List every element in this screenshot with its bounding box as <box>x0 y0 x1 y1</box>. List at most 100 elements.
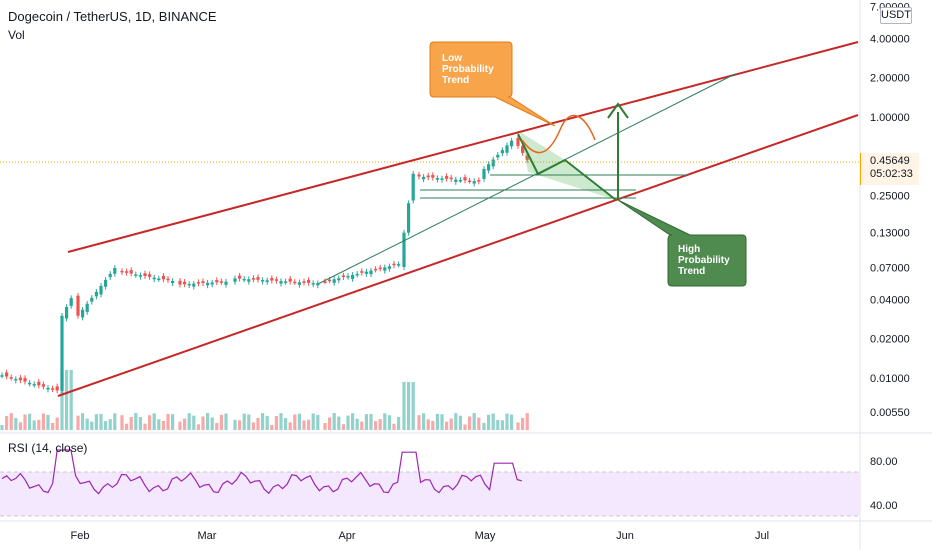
candle-body <box>297 282 301 285</box>
volume-bar <box>337 416 341 430</box>
volume-bar <box>505 413 509 430</box>
volume-bar <box>374 421 378 430</box>
candle-body <box>422 176 426 180</box>
rsi-pane <box>0 449 860 517</box>
candle-body <box>120 270 124 273</box>
x-tick-label: May <box>475 530 496 542</box>
candle-body <box>525 155 529 160</box>
volume-bar <box>402 382 406 430</box>
candle-body <box>279 281 283 284</box>
volume-bar <box>192 415 196 430</box>
candle-body <box>161 275 165 280</box>
candle-body <box>351 274 355 279</box>
candle-body <box>251 278 255 280</box>
candle-body <box>491 159 495 167</box>
volume-bar <box>238 420 242 430</box>
channel-upper <box>67 41 859 253</box>
volume-bar <box>369 413 373 430</box>
candle-body <box>516 137 520 146</box>
candle-body <box>392 263 396 266</box>
candle-body <box>85 303 89 312</box>
candle-body <box>337 278 341 281</box>
volume-bar <box>510 414 514 430</box>
volume-bar <box>440 414 444 430</box>
x-tick-label: Apr <box>338 530 355 542</box>
volume-bar <box>288 422 292 430</box>
candle-body <box>397 264 401 266</box>
candle-body <box>90 297 94 302</box>
volume-bar <box>166 413 170 430</box>
volume-bar <box>152 413 156 430</box>
candle-body <box>138 275 142 277</box>
volume-bar <box>383 413 387 430</box>
volume-bar <box>417 415 421 430</box>
volume-bar <box>521 417 525 430</box>
volume-bar <box>311 413 315 430</box>
volume-bar <box>41 413 45 430</box>
volume-bar <box>108 419 112 430</box>
y-tick-label: 1.00000 <box>870 112 910 124</box>
candle-body <box>426 175 430 178</box>
volume-bar <box>284 418 288 430</box>
candle-body <box>378 267 382 270</box>
volume-bar <box>411 382 415 430</box>
current-price-box: 0.45649 05:02:33 <box>860 153 919 185</box>
volume-bar <box>247 414 251 430</box>
candle-body <box>9 377 13 379</box>
candle-body <box>332 279 336 283</box>
volume-bar <box>316 414 320 430</box>
volume-bar <box>99 413 103 430</box>
candle-body <box>28 382 32 385</box>
candle-body <box>178 280 182 285</box>
trend-line <box>317 73 736 285</box>
candle-body <box>346 275 350 278</box>
y-tick-label: 2.00000 <box>870 73 910 85</box>
volume-bar <box>206 413 210 430</box>
volume-bar <box>233 419 237 430</box>
volume-bar <box>487 414 491 430</box>
volume-bar <box>5 416 9 430</box>
candle-body <box>60 315 64 391</box>
volume-bar <box>468 416 472 430</box>
candle-body <box>364 271 368 274</box>
bar-countdown: 05:02:33 <box>870 168 913 180</box>
candles <box>0 135 529 394</box>
volume-bar <box>65 370 69 430</box>
candle-body <box>233 278 237 282</box>
volume-bar <box>242 413 246 430</box>
candle-body <box>242 278 246 281</box>
volume-bar <box>387 415 391 430</box>
candle-body <box>383 267 387 271</box>
y-tick-label: 0.04000 <box>870 294 910 306</box>
rsi-line <box>1 449 522 495</box>
y-tick-label: 0.02000 <box>870 334 910 346</box>
candle-body <box>23 378 27 382</box>
volume-bar <box>120 415 124 430</box>
volume-bar <box>422 413 426 430</box>
candle-body <box>458 179 462 182</box>
candle-body <box>51 388 55 390</box>
candle-body <box>472 181 476 184</box>
candle-body <box>46 387 50 390</box>
volume-bar <box>69 370 73 430</box>
volume-bar <box>307 419 311 430</box>
high-probability-path <box>517 133 617 201</box>
candle-body <box>463 177 467 181</box>
volume-bar <box>148 415 152 430</box>
candle-body <box>274 279 278 281</box>
volume-bar <box>525 413 529 430</box>
volume-bar <box>76 415 80 430</box>
candle-body <box>219 281 223 283</box>
volume-bar <box>187 413 191 430</box>
volume-bar <box>265 416 269 430</box>
volume-bar <box>364 414 368 430</box>
currency-badge[interactable]: USDT <box>880 7 912 24</box>
volume-bar <box>407 382 411 430</box>
volume-bar <box>346 415 350 430</box>
volume-bar <box>9 413 13 430</box>
candle-body <box>238 275 242 279</box>
candle-body <box>129 270 133 274</box>
volume-bar <box>477 417 481 430</box>
candle-body <box>482 168 486 180</box>
